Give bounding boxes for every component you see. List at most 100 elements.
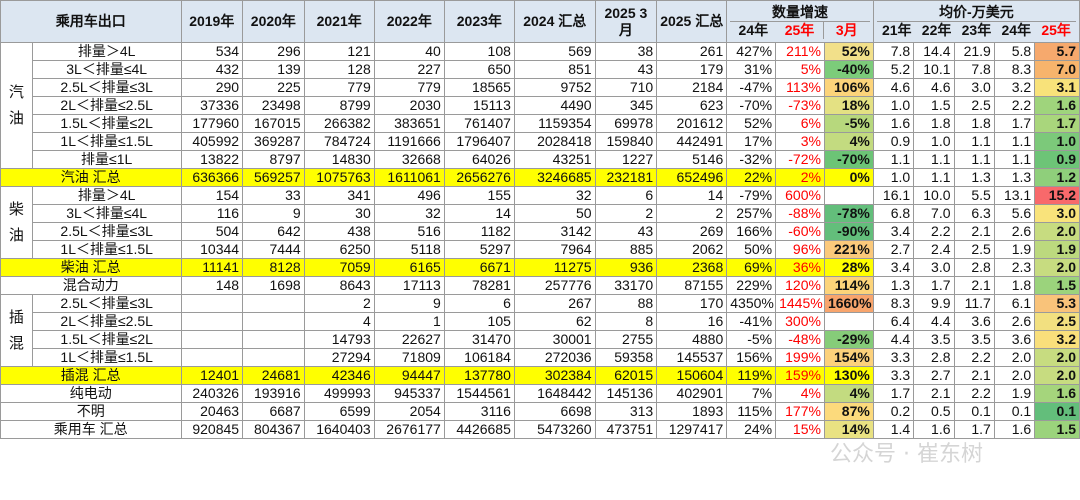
price-cell: 0.9 (872, 132, 915, 151)
price-cell: 5.2 (872, 60, 915, 79)
value-cell: 32 (373, 204, 445, 223)
price-cell: 3.5 (953, 330, 995, 349)
value-cell: 31470 (443, 330, 515, 349)
value-cell: 345 (594, 96, 658, 115)
value-cell: 23498 (242, 96, 305, 115)
price-cell: 2.7 (872, 240, 915, 259)
growth-march: 4% (823, 132, 874, 151)
price-cell: 9.9 (913, 294, 955, 313)
row-label: 2.5L＜排量≤3L (31, 78, 182, 97)
value-cell: 499993 (303, 384, 375, 403)
price-cell: 1.8 (953, 114, 995, 133)
price-cell: 2.3 (993, 258, 1036, 277)
growth-25: 2% (775, 168, 825, 187)
value-cell: 432 (180, 60, 244, 79)
value-cell: 851 (513, 60, 596, 79)
growth-24: 22% (726, 168, 777, 187)
value-cell: 534 (180, 42, 244, 61)
growth-march: -90% (823, 222, 874, 241)
value-cell: 2184 (656, 78, 728, 97)
value-cell: 40 (373, 42, 445, 61)
row-label: 2.5L＜排量≤3L (31, 294, 182, 313)
value-cell: 62 (513, 312, 596, 331)
price-25: 2.0 (1034, 348, 1080, 367)
value-cell: 43 (594, 222, 658, 241)
value-cell: 2 (303, 294, 375, 313)
price-cell: 4.6 (913, 78, 955, 97)
price-cell: 2.0 (993, 348, 1036, 367)
growth-24: 166% (726, 222, 777, 241)
price-cell: 4.6 (872, 78, 915, 97)
row-label: 汽油 汇总 (0, 168, 182, 187)
growth-march: -29% (823, 330, 874, 349)
price-cell: 8.3 (872, 294, 915, 313)
value-cell: 1 (373, 312, 445, 331)
price-cell: 16.1 (872, 186, 915, 205)
table-row: 3L＜排量≤4L 432 139 128 227 650 851 43 179 31% 5% -40%… (1, 60, 1080, 79)
value-cell: 9 (373, 294, 445, 313)
value-cell: 32668 (373, 150, 445, 169)
price-cell: 3.0 (953, 78, 995, 97)
price-cell: 0.5 (913, 402, 955, 421)
growth-subheader: 3月 (822, 22, 870, 39)
value-cell: 7444 (242, 240, 305, 259)
row-label: 排量＞4L (31, 186, 182, 205)
price-cell: 2.2 (913, 222, 955, 241)
value-cell: 88 (594, 294, 658, 313)
price-25: 1.0 (1034, 132, 1080, 151)
growth-24: 52% (726, 114, 777, 133)
growth-24: 229% (726, 276, 777, 295)
value-cell: 473751 (594, 420, 658, 439)
value-cell: 225 (242, 78, 305, 97)
price-cell: 1.4 (872, 420, 915, 439)
table-row: 2L＜排量≤2.5L 4 1 105 62 8 16 -41% 300% 6.4 4.4 3.6 2.6… (1, 312, 1080, 331)
value-cell: 383651 (373, 114, 445, 133)
value-cell: 121 (303, 42, 375, 61)
price-cell: 1.6 (872, 114, 915, 133)
growth-25: -72% (775, 150, 825, 169)
price-25: 2.0 (1034, 366, 1080, 385)
value-cell: 779 (303, 78, 375, 97)
growth-24: 4350% (726, 294, 777, 313)
value-cell: 14 (656, 186, 728, 205)
price-cell: 1.8 (913, 114, 955, 133)
value-cell: 167015 (242, 114, 305, 133)
row-label: 3L＜排量≤4L (31, 204, 182, 223)
header-year: 2025 汇总 (656, 0, 728, 43)
price-25: 1.6 (1034, 384, 1080, 403)
value-cell: 6 (443, 294, 515, 313)
price-subheader: 22年 (921, 22, 952, 38)
price-25: 5.3 (1034, 294, 1080, 313)
price-cell: 1.6 (913, 420, 955, 439)
header-year: 2023年 (443, 0, 515, 43)
value-cell: 7964 (513, 240, 596, 259)
price-cell: 1.7 (872, 384, 915, 403)
price-cell: 1.9 (993, 240, 1036, 259)
value-cell: 920845 (180, 420, 244, 439)
price-cell: 11.7 (953, 294, 995, 313)
total-row: 柴油 汇总 11141 8128 7059 6165 6671 11275 936 2368 69… (0, 258, 1080, 277)
growth-25: 211% (775, 42, 825, 61)
value-cell: 227 (373, 60, 445, 79)
value-cell: 6687 (242, 402, 305, 421)
value-cell: 14793 (303, 330, 375, 349)
growth-24: -79% (726, 186, 777, 205)
value-cell (180, 294, 244, 313)
growth-march: 130% (823, 366, 874, 385)
value-cell: 150604 (656, 366, 728, 385)
value-cell: 2030 (373, 96, 445, 115)
value-cell: 20463 (180, 402, 244, 421)
price-cell: 6.1 (993, 294, 1036, 313)
value-cell: 761407 (443, 114, 515, 133)
growth-24: 17% (726, 132, 777, 151)
value-cell: 8128 (242, 258, 305, 277)
row-label: 不明 (0, 402, 182, 421)
price-cell: 0.2 (872, 402, 915, 421)
value-cell: 650 (443, 60, 515, 79)
table-row: 汽 油排量＞4L 534 296 121 40 108 569 38 261 427% 211% 52… (0, 42, 1080, 169)
value-cell: 2054 (373, 402, 445, 421)
value-cell: 272036 (513, 348, 596, 367)
price-25: 15.2 (1034, 186, 1080, 205)
value-cell: 9752 (513, 78, 596, 97)
growth-march: 154% (823, 348, 874, 367)
